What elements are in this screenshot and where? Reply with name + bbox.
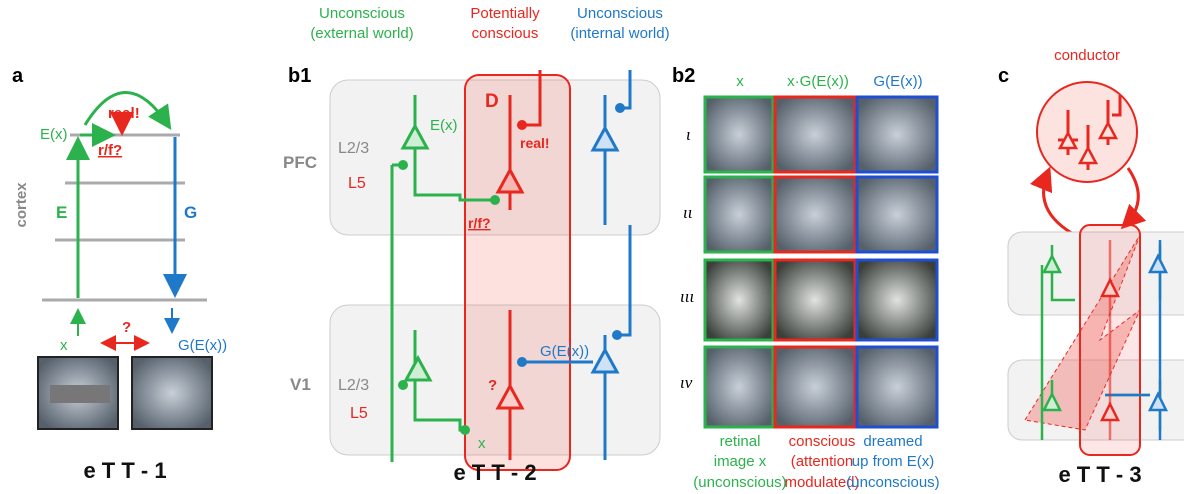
footer: (unconscious) [846, 474, 939, 491]
title: conductor [1054, 47, 1120, 64]
layer-label: L2/3 [338, 140, 369, 157]
caption: e T T - 3 [1058, 462, 1141, 487]
synapse [517, 357, 527, 367]
image [775, 177, 855, 252]
panel-label: b1 [288, 65, 311, 87]
header: conscious [472, 25, 539, 42]
panel-label: c [998, 65, 1009, 87]
header: Unconscious [319, 5, 405, 22]
footer: (unconscious) [693, 474, 786, 491]
occlusion [50, 385, 110, 403]
label: E(x) [430, 117, 458, 134]
synapse [460, 425, 470, 435]
panel-label: b2 [672, 65, 695, 87]
row-label: ιι [683, 203, 693, 222]
label: E [56, 203, 67, 222]
image [132, 357, 212, 429]
layer-label: L5 [348, 175, 366, 192]
label: E(x) [40, 126, 68, 143]
label: real! [108, 105, 140, 122]
synapse [615, 103, 625, 113]
label: ? [122, 319, 131, 336]
synapse [398, 380, 408, 390]
layer-label: L2/3 [338, 377, 369, 394]
arrow [1125, 168, 1138, 225]
label: G(E(x)) [178, 337, 227, 354]
header: Unconscious [577, 5, 663, 22]
label: x [478, 435, 486, 452]
row-label: ιιι [680, 287, 694, 306]
image [857, 97, 937, 172]
image [705, 260, 773, 340]
image [857, 347, 937, 427]
area-label: PFC [283, 153, 317, 172]
label: r/f? [98, 142, 122, 159]
panel-c: c conductor e T T - 3 [998, 47, 1184, 487]
image [775, 347, 855, 427]
synapse [612, 330, 622, 340]
panel-label: a [12, 65, 24, 87]
area-label: V1 [290, 375, 311, 394]
header: Potentially [470, 5, 540, 22]
footer: (attention [791, 453, 854, 470]
panel-b2: b2 x x·G(E(x)) G(E(x)) ι ιι ιιι ιν retin… [672, 65, 940, 491]
figure: a cortex E(x) real! r/f? E G x ? G(E(x))… [0, 0, 1184, 494]
header: (external world) [310, 25, 413, 42]
row-label: ιν [680, 373, 693, 392]
caption: e T T - 1 [83, 458, 166, 483]
footer: retinal [720, 433, 761, 450]
image [705, 177, 773, 252]
label: x [60, 337, 68, 354]
footer: dreamed [863, 433, 922, 450]
image [775, 260, 855, 340]
synapse [490, 195, 500, 205]
footer: conscious [789, 433, 856, 450]
image [857, 260, 937, 340]
footer: up from E(x) [852, 453, 935, 470]
footer: image x [714, 453, 767, 470]
image [857, 177, 937, 252]
panel-a: a cortex E(x) real! r/f? E G x ? G(E(x))… [12, 65, 227, 483]
column-header: x [736, 73, 744, 90]
label: D [485, 91, 499, 112]
row-label: ι [686, 125, 691, 144]
label: r/f? [468, 215, 491, 231]
synapse [517, 120, 527, 130]
synapse [398, 160, 408, 170]
panel-b1: Unconscious (external world) Potentially… [283, 5, 670, 485]
axis-label: cortex [13, 182, 30, 228]
label: ? [488, 377, 497, 394]
layer-label: L5 [350, 405, 368, 422]
label: G(E(x)) [540, 343, 589, 360]
label: real! [520, 135, 550, 151]
image [775, 97, 855, 172]
conscious-box [465, 75, 570, 470]
column-header: G(E(x)) [873, 73, 922, 90]
header: (internal world) [570, 25, 669, 42]
column-header: x·G(E(x)) [787, 73, 849, 90]
caption: e T T - 2 [453, 460, 536, 485]
label: G [184, 203, 197, 222]
image [705, 97, 773, 172]
image [705, 347, 773, 427]
